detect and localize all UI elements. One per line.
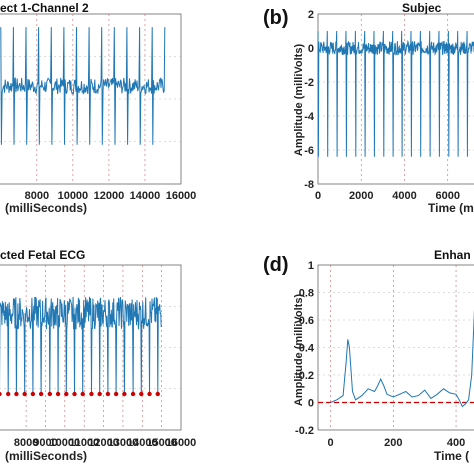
panel-d-chart: (d) Enhan 1 0.8 0.6 0.4 0.2 0 -0.2 0 200 400 Amp… (263, 248, 474, 463)
panel-b-plot-frame (317, 13, 474, 185)
panel-c-detected-peaks (0, 391, 160, 397)
panel-b-y-tick-2: -2 (304, 77, 314, 89)
panel-a-signal-line (0, 27, 166, 145)
panel-b-y-tick-1: 0 (308, 43, 314, 55)
panel-b-y-tick-labels: 2 0 -2 -4 -6 -8 (304, 9, 315, 191)
panel-d-x-tick-0: 0 (327, 437, 333, 449)
panel-c-peak-marker-11 (89, 391, 94, 397)
panel-d-y-tick-6: -0.2 (295, 425, 314, 437)
panel-c-x-tick-7: 15000 (146, 437, 177, 449)
panel-d-x-tick-labels: 0 200 400 (327, 437, 465, 449)
panel-c-peak-marker-5 (38, 391, 44, 397)
panel-a-x-tick-labels: 8000 10000 12000 14000 16000 (25, 190, 197, 202)
panel-c-x-axis-label: (milliSeconds) (5, 449, 87, 463)
panel-b-y-tick-0: 2 (308, 9, 314, 21)
panel-d-y-tick-labels: 1 0.8 0.6 0.4 0.2 0 -0.2 (295, 260, 315, 437)
panel-c-x-tick-2: 10000 (50, 437, 81, 449)
panel-a-x-tick-3: 14000 (130, 190, 161, 202)
panel-c-peak-marker-15 (122, 391, 127, 397)
panel-c-x-tick-8: 16000 (166, 437, 197, 449)
panel-c-title: cted Fetal ECG (0, 248, 85, 262)
panel-b-title: Subjec (402, 1, 442, 15)
panel-c-peak-marker-4 (30, 391, 36, 397)
panel-a-title: ect 1-Channel 2 (0, 1, 89, 15)
panel-b-x-tick-2: 4000 (392, 190, 416, 202)
panel-d-y-tick-5: 0 (308, 398, 314, 410)
panel-a-x-tick-2: 12000 (94, 190, 125, 202)
panel-c-peak-marker-18 (147, 391, 152, 397)
panel-d-y-tick-1: 0.8 (299, 288, 314, 300)
panel-c-peak-marker-7 (55, 391, 61, 397)
panel-a-x-tick-1: 10000 (58, 190, 89, 202)
panel-b-y-tick-3: -4 (304, 111, 315, 123)
panel-c-peak-marker-12 (97, 391, 102, 397)
panel-b-grid (318, 14, 474, 184)
panel-c-peak-marker-16 (130, 391, 136, 397)
panel-c-peak-marker-0 (0, 391, 2, 397)
panel-b-y-axis-label: Amplitude (milliVolts) (293, 44, 305, 157)
panel-a-x-tick-4: 16000 (166, 190, 197, 202)
panel-c-peak-marker-10 (80, 391, 85, 397)
panel-c-x-tick-5: 13000 (108, 437, 139, 449)
panel-b-x-tick-3: 6000 (435, 190, 459, 202)
panel-c-chart: cted Fetal ECG 8000900010000110001200013… (0, 248, 196, 463)
panel-b-x-axis-label: Time (m (428, 201, 474, 215)
panel-c-peak-marker-13 (105, 391, 111, 397)
panel-c-x-tick-6: 14000 (127, 437, 158, 449)
panel-d-y-axis-label: Amplitude (milliVolts) (293, 294, 305, 407)
panel-c-peak-marker-1 (5, 391, 11, 397)
panel-c-peak-marker-2 (14, 391, 19, 397)
panel-b-y-tick-4: -6 (304, 145, 314, 157)
panel-b-x-tick-labels: 0 2000 4000 6000 (315, 190, 460, 202)
panel-a-x-axis-label: (milliSeconds) (5, 201, 87, 215)
panel-b-letter: (b) (263, 7, 289, 29)
panel-b-y-tick-5: -8 (304, 179, 314, 191)
panel-c-peak-marker-17 (139, 391, 144, 397)
panel-c-peak-marker-8 (64, 391, 69, 397)
panel-c-peak-marker-14 (113, 391, 119, 397)
panel-c-x-tick-3: 11000 (69, 437, 99, 449)
panel-b-x-tick-1: 2000 (349, 190, 373, 202)
panel-c-peak-marker-3 (22, 391, 27, 397)
panel-c-x-tick-1: 9000 (33, 437, 57, 449)
panel-b-x-tick-0: 0 (315, 190, 321, 202)
panel-b-chart: (b) Subjec 2 0 -2 -4 -6 -8 0 2000 4000 6000 Ampl… (263, 1, 474, 215)
panel-d-plot-frame (317, 264, 474, 431)
panel-d-x-tick-1: 200 (384, 437, 402, 449)
panel-c-x-tick-labels: 8000900010000110001200013000140001500016… (14, 437, 196, 449)
panel-c-signal-line (0, 296, 163, 395)
panel-c-peak-marker-9 (72, 391, 77, 397)
panel-d-letter: (d) (263, 254, 289, 276)
panel-d-enhanced-signal-line (330, 308, 474, 408)
panel-a-chart: ect 1-Channel 2 8000 10000 12000 14000 16000… (0, 1, 196, 215)
panel-d-x-tick-2: 400 (447, 437, 465, 449)
panel-a-x-tick-0: 8000 (25, 190, 49, 202)
panel-c-grid (0, 265, 181, 430)
panel-c-peak-marker-19 (155, 391, 160, 397)
panel-d-y-tick-3: 0.4 (299, 343, 315, 355)
panel-d-x-axis-label: Time ( (434, 449, 469, 463)
panel-d-y-tick-4: 0.2 (299, 370, 314, 382)
panel-b-signal-line (317, 30, 474, 157)
panel-d-y-tick-0: 1 (308, 260, 314, 272)
panel-d-title: Enhan (434, 248, 471, 262)
panel-c-x-tick-4: 12000 (88, 437, 119, 449)
panel-c-peak-marker-6 (47, 391, 53, 397)
panel-d-y-tick-2: 0.6 (299, 315, 314, 327)
panel-c-x-tick-0: 8000 (14, 437, 38, 449)
panel-d-grid (318, 265, 474, 430)
